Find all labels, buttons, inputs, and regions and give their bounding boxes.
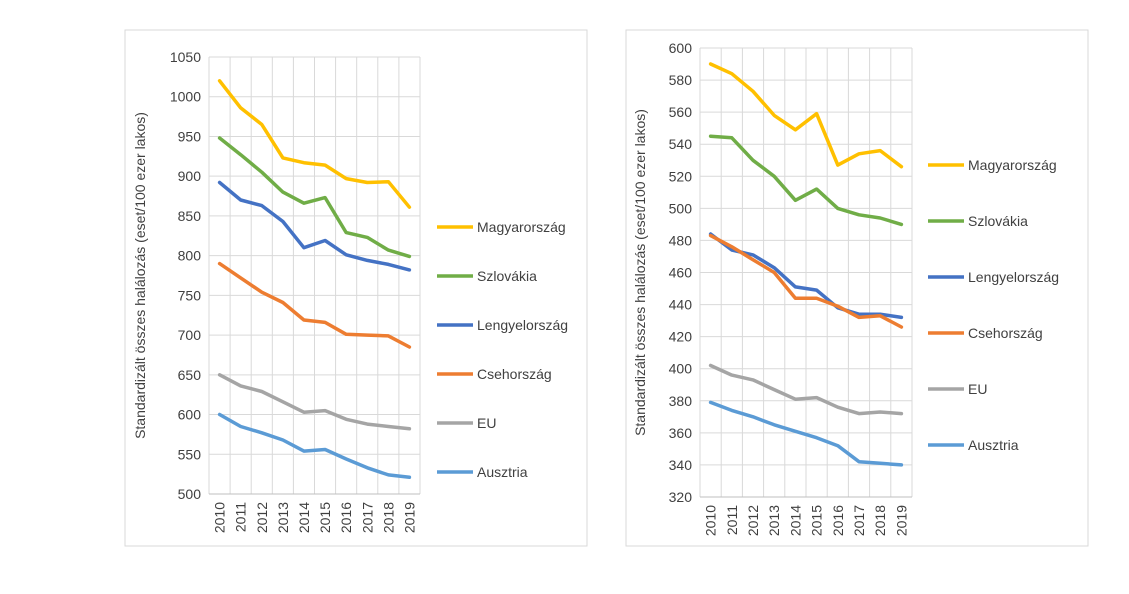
y-axis-label: Standardizált összes halálozás (eset/100…	[132, 112, 148, 439]
legend-label: EU	[477, 415, 496, 431]
y-tick-label: 850	[178, 208, 202, 224]
legend-label: Csehország	[477, 366, 552, 382]
y-tick-label: 340	[669, 457, 693, 473]
series-line-5	[708, 400, 904, 467]
x-tick-label: 2010	[212, 502, 228, 533]
y-tick-label: 1050	[170, 49, 201, 65]
x-tick-label: 2018	[380, 502, 396, 533]
y-tick-label: 500	[178, 486, 202, 502]
y-tick-label: 540	[669, 136, 693, 152]
y-tick-label: 500	[669, 200, 693, 216]
legend-label: Ausztria	[477, 464, 528, 480]
x-tick-label: 2016	[830, 505, 846, 536]
legend-label: Lengyelország	[477, 317, 568, 333]
series-line-1	[217, 136, 412, 259]
series-line-3	[708, 233, 904, 329]
legend-label: Lengyelország	[968, 269, 1059, 285]
y-tick-label: 580	[669, 72, 693, 88]
x-tick-label: 2012	[254, 502, 270, 533]
x-tick-label: 2012	[745, 505, 761, 536]
x-tick-label: 2017	[851, 505, 867, 536]
legend-label: Szlovákia	[477, 268, 537, 284]
y-tick-label: 380	[669, 393, 693, 409]
y-tick-label: 480	[669, 232, 693, 248]
x-tick-label: 2015	[317, 502, 333, 533]
x-tick-label: 2018	[872, 505, 888, 536]
series-line-4	[217, 373, 412, 431]
y-tick-label: 950	[178, 128, 202, 144]
series-line-0	[217, 79, 412, 209]
legend-label: Magyarország	[968, 157, 1057, 173]
legend-label: Ausztria	[968, 437, 1019, 453]
y-tick-label: 460	[669, 265, 693, 281]
legend-label: Magyarország	[477, 219, 566, 235]
series-line-2	[217, 180, 412, 272]
x-tick-label: 2019	[893, 505, 909, 536]
y-tick-label: 650	[178, 367, 202, 383]
x-tick-label: 2011	[724, 505, 740, 535]
y-tick-label: 520	[669, 168, 693, 184]
series-line-3	[217, 261, 412, 349]
y-tick-label: 900	[178, 168, 202, 184]
legend-label: Csehország	[968, 325, 1043, 341]
y-tick-label: 800	[178, 248, 202, 264]
y-tick-label: 600	[178, 407, 202, 423]
x-tick-label: 2014	[787, 505, 803, 536]
legend-label: Szlovákia	[968, 213, 1028, 229]
legend-label: EU	[968, 381, 987, 397]
x-tick-label: 2013	[766, 505, 782, 536]
y-tick-label: 550	[178, 446, 202, 462]
series-line-0	[708, 62, 904, 169]
y-tick-label: 700	[178, 327, 202, 343]
series-line-4	[708, 363, 904, 416]
y-tick-label: 360	[669, 425, 693, 441]
y-axis-label: Standardizált összes halálozás (eset/100…	[632, 109, 648, 436]
y-tick-label: 1000	[170, 89, 201, 105]
x-tick-label: 2010	[703, 505, 719, 536]
x-tick-label: 2013	[275, 502, 291, 533]
x-tick-label: 2015	[809, 505, 825, 536]
y-tick-label: 400	[669, 361, 693, 377]
y-tick-label: 320	[669, 489, 693, 505]
chart-left: 500 550 600 650 700 750 800 850 900 950 1000 1050 20…	[124, 29, 588, 547]
x-tick-label: 2017	[359, 502, 375, 533]
y-tick-label: 420	[669, 329, 693, 345]
series-line-1	[708, 134, 904, 227]
chart-frame	[124, 29, 588, 547]
x-tick-label: 2014	[296, 502, 312, 533]
y-tick-label: 600	[669, 40, 693, 56]
x-tick-label: 2016	[338, 502, 354, 533]
chart-frame	[625, 29, 1089, 547]
y-tick-label: 440	[669, 297, 693, 313]
series-line-5	[217, 412, 412, 480]
x-tick-label: 2011	[233, 502, 249, 532]
y-tick-label: 560	[669, 104, 693, 120]
x-tick-label: 2019	[401, 502, 417, 533]
y-tick-label: 750	[178, 287, 202, 303]
chart-right: 320 340 360 380 400 420 440 460 480 500 520 540 560 5…	[625, 29, 1089, 547]
